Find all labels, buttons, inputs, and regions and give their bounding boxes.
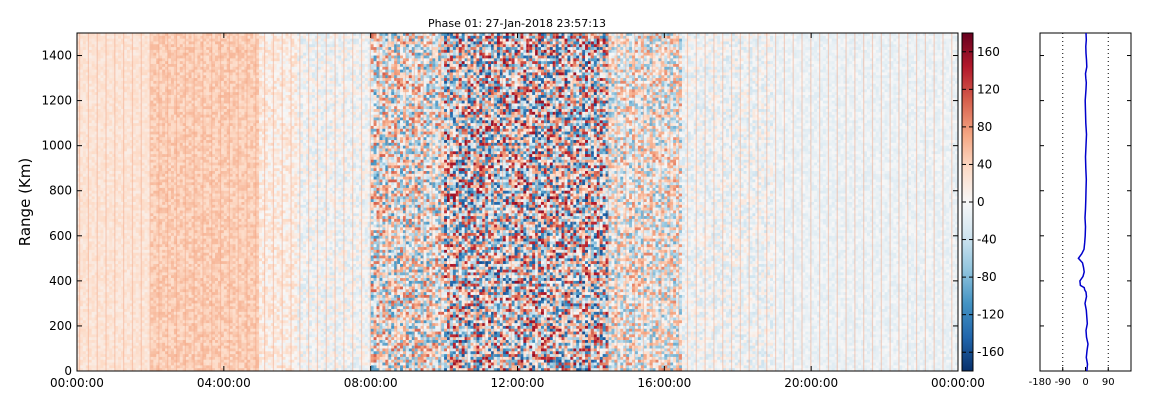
profile-x-tick-label: -180 <box>1029 377 1052 388</box>
colorbar-tick-label: -40 <box>977 233 997 247</box>
y-axis-label: Range (Km) <box>16 158 34 246</box>
x-tick-label: 20:00:00 <box>784 376 838 390</box>
y-tick-label: 1400 <box>41 49 72 63</box>
profile-plot: -180 -90 0 90 <box>1029 32 1131 388</box>
x-tick-label: 08:00:00 <box>344 376 398 390</box>
heatmap-cells <box>77 33 959 372</box>
y-tick-label: 1200 <box>41 94 72 108</box>
colorbar <box>962 33 973 371</box>
y-tick-label: 800 <box>49 184 72 198</box>
colorbar-tick-label: -120 <box>977 308 1004 322</box>
x-tick-label: 00:00:00 <box>931 376 985 390</box>
colorbar-tick-label: -160 <box>977 345 1004 359</box>
profile-line <box>1077 32 1089 372</box>
y-tick-label: 200 <box>49 319 72 333</box>
y-tick-label: 600 <box>49 229 72 243</box>
y-tick-label: 400 <box>49 274 72 288</box>
x-tick-label: 04:00:00 <box>197 376 251 390</box>
colorbar-tick-label: 0 <box>977 195 985 209</box>
profile-x-tick-label: -90 <box>1055 377 1071 388</box>
y-tick-label: 0 <box>64 364 72 378</box>
chart-title: Phase 01: 27-Jan-2018 23:57:13 <box>428 17 606 30</box>
y-tick-label: 1000 <box>41 139 72 153</box>
colorbar-tick-label: -80 <box>977 270 997 284</box>
colorbar-tick-label: 120 <box>977 82 1000 96</box>
x-tick-label: 12:00:00 <box>491 376 545 390</box>
colorbar-tick-label: 40 <box>977 157 992 171</box>
profile-x-tick-label: 90 <box>1102 377 1115 388</box>
colorbar-axes: -160 -120 -80 -40 0 40 80 120 160 <box>962 45 1004 359</box>
x-tick-label: 00:00:00 <box>50 376 104 390</box>
x-tick-label: 16:00:00 <box>637 376 691 390</box>
heatmap-axes: 00:00:00 04:00:00 08:00:00 12:00:00 16:00:00… <box>41 33 985 390</box>
colorbar-tick-label: 160 <box>977 45 1000 59</box>
colorbar-tick-label: 80 <box>977 120 992 134</box>
profile-x-tick-label: 0 <box>1082 377 1088 388</box>
